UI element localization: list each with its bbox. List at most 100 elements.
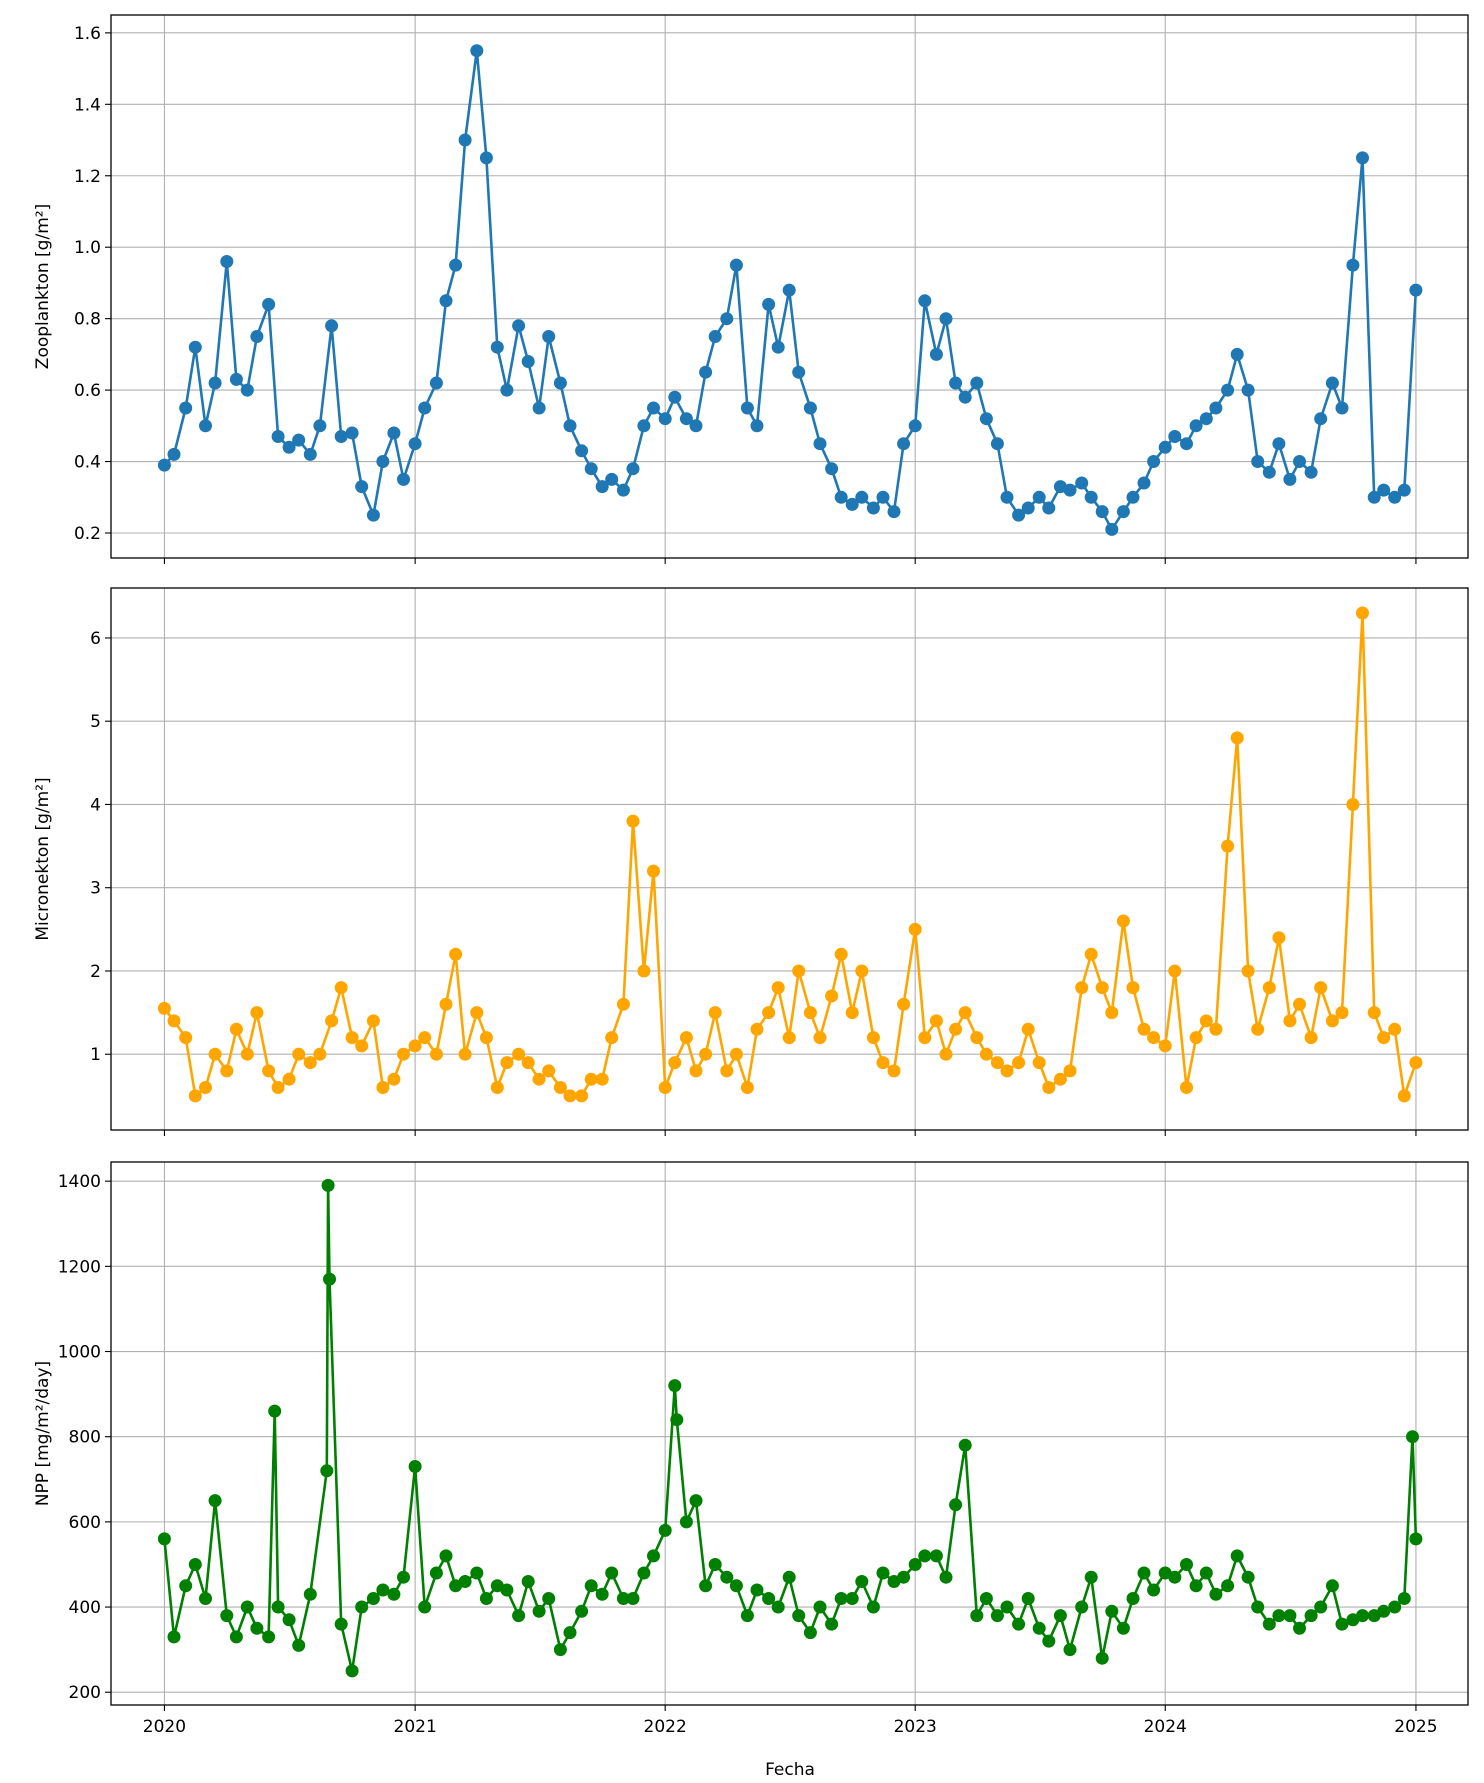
zooplankton-y-tick-label: 1.0 — [74, 238, 101, 258]
micronekton-data-point — [647, 864, 660, 878]
micronekton-data-point — [1209, 1022, 1223, 1036]
micronekton-data-point — [813, 1031, 827, 1045]
micronekton-data-point — [429, 1047, 443, 1061]
micronekton-data-point — [366, 1014, 380, 1028]
zooplankton-y-tick-label: 0.8 — [74, 310, 101, 330]
micronekton-data-point — [1095, 981, 1109, 995]
npp-data-point — [1356, 1609, 1369, 1623]
npp-data-point — [271, 1600, 285, 1614]
npp-series-line — [163, 1184, 1418, 1673]
zooplankton-data-point — [908, 419, 922, 433]
npp-data-point — [918, 1549, 932, 1563]
npp-data-point — [803, 1626, 817, 1640]
micronekton-data-point — [1283, 1014, 1297, 1028]
zooplankton-data-point — [584, 462, 598, 476]
npp-y-axis-label: NPP [mg/m²/day] — [33, 1361, 53, 1506]
npp-data-point — [262, 1630, 276, 1644]
zooplankton-data-point — [1241, 383, 1255, 397]
npp-data-point — [240, 1600, 254, 1614]
micronekton-data-point — [1356, 606, 1369, 620]
micronekton-data-point — [1230, 731, 1244, 745]
zooplankton-data-point — [1262, 465, 1276, 479]
npp-data-point — [1000, 1600, 1014, 1614]
zooplankton-data-point — [729, 258, 743, 272]
npp-data-point — [542, 1592, 556, 1605]
npp-y-tick-label: 1200 — [58, 1257, 101, 1277]
npp-data-point — [323, 1272, 336, 1286]
x-tick-label: 2025 — [1394, 1717, 1437, 1737]
zooplankton-data-point — [1251, 455, 1265, 468]
zooplankton-data-point — [668, 390, 682, 404]
npp-data-point — [689, 1494, 703, 1508]
zooplankton-data-point — [720, 312, 734, 326]
micronekton-data-point — [376, 1081, 390, 1094]
micronekton-data-point — [1241, 964, 1255, 978]
zooplankton-data-point — [439, 294, 453, 308]
zooplankton-data-point — [429, 376, 443, 390]
npp-data-point — [845, 1592, 859, 1605]
npp-data-point — [1335, 1617, 1349, 1631]
npp-data-point — [605, 1566, 619, 1580]
zooplankton-data-point — [1209, 401, 1223, 415]
zooplankton-data-point — [325, 319, 339, 333]
x-tick-label: 2024 — [1144, 1717, 1187, 1737]
zooplankton-data-point — [637, 419, 651, 433]
npp-panel: 2020 2021 2022 2023 2024 2025 200 400 600 800 1000… — [33, 1161, 1469, 1737]
micronekton-data-point — [803, 1006, 817, 1020]
zooplankton-data-point — [1272, 437, 1286, 451]
npp-data-point — [876, 1566, 890, 1580]
npp-data-point — [729, 1579, 743, 1593]
npp-data-point — [1021, 1592, 1035, 1605]
micronekton-data-point — [553, 1081, 567, 1094]
micronekton-data-point — [939, 1047, 953, 1061]
zooplankton-data-point — [813, 437, 827, 451]
npp-data-point — [575, 1604, 589, 1618]
zooplankton-data-point — [167, 447, 181, 461]
zooplankton-data-point — [1063, 483, 1077, 497]
npp-data-point — [1230, 1549, 1244, 1563]
micronekton-data-point — [408, 1039, 422, 1053]
zooplankton-data-point — [199, 419, 212, 433]
npp-data-point — [1272, 1609, 1286, 1623]
micronekton-data-point — [949, 1022, 963, 1036]
zooplankton-data-point — [990, 437, 1004, 451]
micronekton-data-point — [740, 1081, 754, 1094]
zooplankton-data-point — [834, 490, 848, 504]
micronekton-data-point — [439, 997, 453, 1011]
micronekton-data-point — [563, 1089, 577, 1103]
micronekton-data-point — [490, 1081, 504, 1094]
npp-data-point — [1314, 1600, 1328, 1614]
npp-data-point — [397, 1570, 410, 1584]
npp-data-point — [292, 1638, 306, 1652]
npp-data-point — [708, 1558, 722, 1571]
micronekton-data-point — [1262, 981, 1276, 995]
zooplankton-data-point — [1409, 283, 1423, 297]
micronekton-data-point — [470, 1006, 484, 1020]
zooplankton-axes-frame — [110, 14, 1469, 559]
micronekton-data-point — [845, 1006, 859, 1020]
micronekton-data-point — [605, 1031, 619, 1045]
npp-data-point — [1304, 1609, 1318, 1623]
micronekton-data-point — [188, 1089, 202, 1103]
zooplankton-data-point — [782, 283, 796, 297]
zooplankton-data-point — [1304, 465, 1318, 479]
micronekton-data-point — [720, 1064, 734, 1078]
npp-data-point — [1168, 1570, 1182, 1584]
micronekton-data-point — [229, 1022, 243, 1036]
npp-data-point — [1199, 1566, 1213, 1580]
zooplankton-data-point — [292, 433, 306, 447]
zooplankton-data-point — [334, 430, 348, 443]
npp-data-point — [792, 1609, 806, 1623]
zooplankton-data-point — [250, 330, 264, 343]
micronekton-data-point — [1105, 1006, 1119, 1020]
npp-data-point — [897, 1570, 911, 1584]
micronekton-data-point — [303, 1056, 317, 1070]
micronekton-data-point — [750, 1022, 764, 1036]
zooplankton-data-point — [792, 365, 806, 379]
npp-y-tick-label: 1000 — [58, 1343, 101, 1363]
micronekton-data-point — [1158, 1039, 1172, 1053]
npp-data-point — [979, 1592, 993, 1605]
micronekton-data-point — [616, 997, 630, 1011]
micronekton-data-point — [387, 1072, 401, 1086]
micronekton-data-point — [262, 1064, 276, 1078]
